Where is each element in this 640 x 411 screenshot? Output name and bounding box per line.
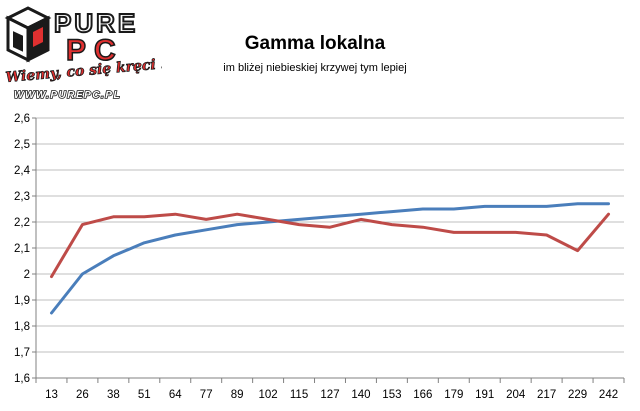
x-tick-label: 217	[537, 389, 556, 401]
y-tick-label: 2,3	[14, 191, 30, 203]
x-tick-label: 140	[351, 389, 370, 401]
y-tick-label: 2,2	[14, 217, 30, 229]
x-tick-label: 127	[320, 389, 339, 401]
y-tick-label: 2	[24, 269, 30, 281]
y-tick-label: 1,6	[14, 373, 30, 385]
y-tick-label: 2,5	[14, 139, 30, 151]
y-tick-label: 2,6	[14, 113, 30, 125]
series-line-blue	[50, 202, 610, 315]
chart-subtitle: im bliżej niebieskiej krzywej tym lepiej	[223, 62, 407, 74]
y-tick-label: 1,9	[14, 295, 30, 307]
x-tick-label: 229	[568, 389, 587, 401]
y-tick-labels: 1,6 1,7 1,8 1,9 2 2,1 2,2 2,3 2,4 2,5 2,6	[14, 113, 31, 385]
y-tick-label: 2,1	[14, 243, 30, 255]
x-tick-label: 153	[382, 389, 401, 401]
x-tick-label: 64	[169, 389, 182, 401]
axes	[32, 117, 625, 383]
x-tick-label: 38	[107, 389, 120, 401]
x-tick-label: 26	[76, 389, 89, 401]
x-tick-label: 102	[259, 389, 278, 401]
logo-brand-bottom: PC	[66, 34, 124, 67]
x-tick-label: 191	[475, 389, 494, 401]
x-tick-label: 115	[290, 389, 308, 401]
x-tick-label: 179	[444, 389, 463, 401]
x-tick-label: 77	[200, 389, 213, 401]
x-tick-label: 89	[231, 389, 244, 401]
series-line-red	[50, 212, 610, 279]
x-tick-label: 13	[45, 389, 58, 401]
logo-brand-top: PURE	[54, 8, 138, 38]
x-tick-label: 51	[138, 389, 151, 401]
x-tick-labels: 13 26 38 51 64 77 89 102 115 127 140 153 166 179 191 20…	[45, 389, 618, 401]
cube-icon	[4, 6, 52, 63]
x-tick-label: 242	[599, 389, 618, 401]
series-lines	[50, 202, 610, 315]
logo-url: WWW.PUREPC.PL	[14, 90, 121, 100]
gridlines	[36, 117, 624, 379]
y-tick-label: 1,7	[14, 347, 30, 359]
x-tick-label: 166	[413, 389, 432, 401]
x-tick-label: 204	[506, 389, 526, 401]
purepc-logo: PURE PC Wiemy, co się kręci ! WWW.PUREPC…	[4, 6, 162, 100]
y-tick-label: 2,4	[14, 165, 31, 177]
chart-title: Gamma lokalna	[244, 33, 386, 54]
y-tick-label: 1,8	[14, 321, 30, 333]
